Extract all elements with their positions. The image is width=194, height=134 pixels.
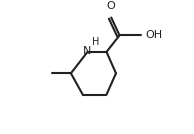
Text: N: N: [83, 46, 92, 56]
Text: H: H: [92, 37, 100, 47]
Text: O: O: [107, 1, 116, 11]
Text: OH: OH: [146, 30, 163, 40]
